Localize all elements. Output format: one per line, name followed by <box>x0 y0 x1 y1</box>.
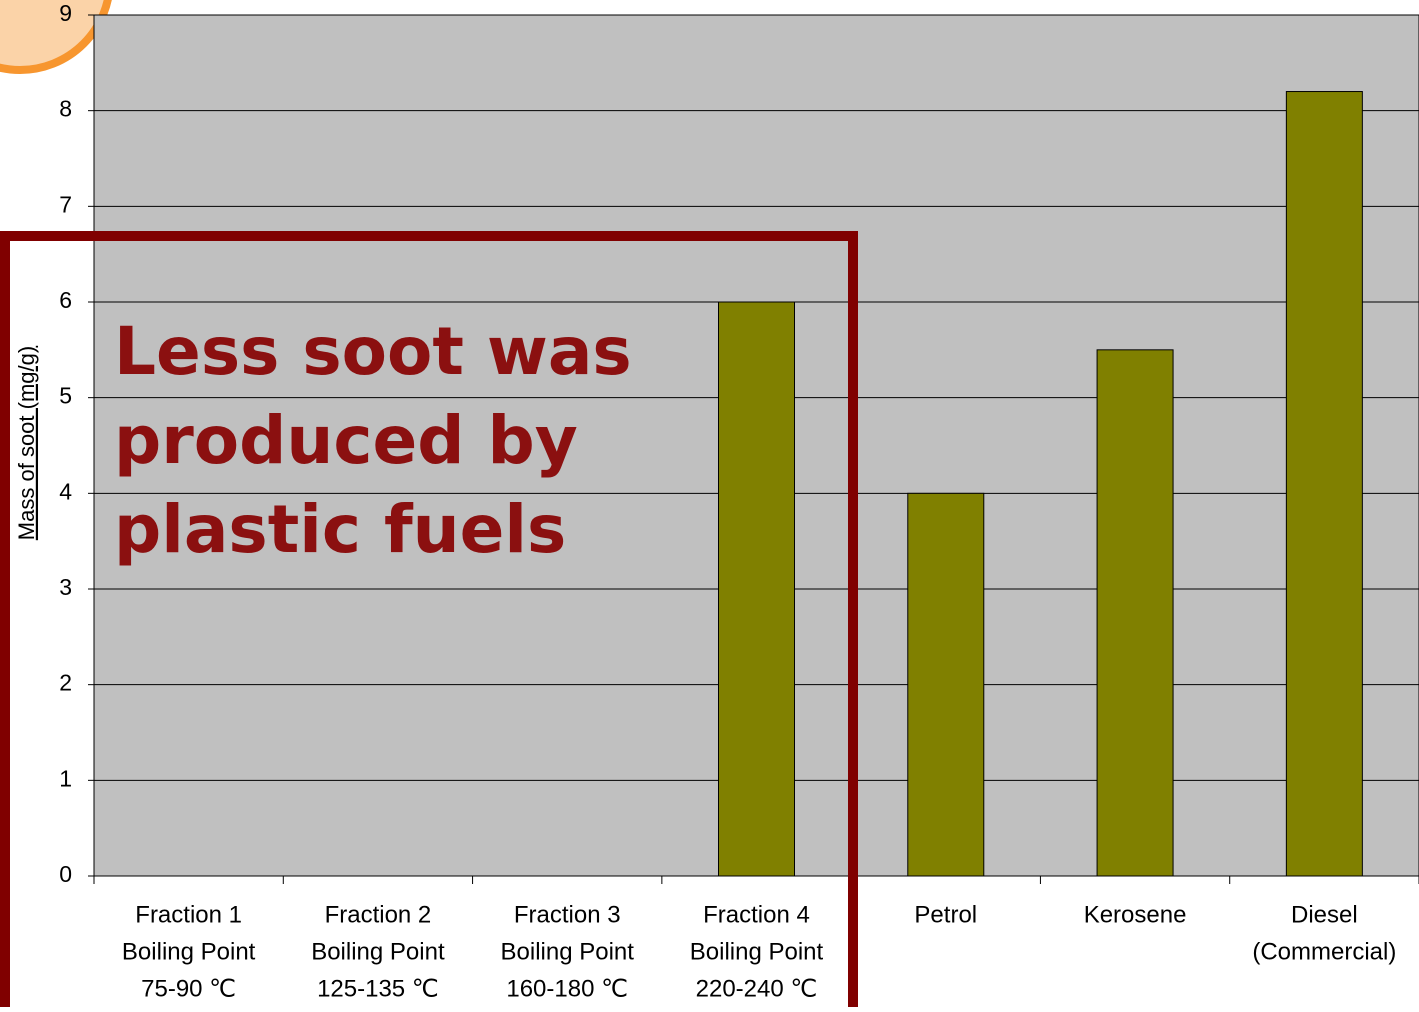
y-tick-label: 4 <box>59 478 72 504</box>
bar <box>907 492 985 877</box>
y-tick-label: 3 <box>59 574 72 600</box>
x-tick-label: Fraction 3 <box>514 901 621 928</box>
x-tick-label: Boiling Point <box>311 938 445 965</box>
x-tick-label: 75-90 ℃ <box>141 975 236 1002</box>
x-tick-label: Boiling Point <box>501 938 635 965</box>
x-tick-label: Boiling Point <box>690 938 824 965</box>
x-tick-label: (Commercial) <box>1252 938 1396 965</box>
y-tick-label: 5 <box>59 383 72 409</box>
bar <box>1285 91 1363 877</box>
x-tick-label: 220-240 ℃ <box>696 975 818 1002</box>
y-tick-label: 2 <box>59 670 72 696</box>
x-tick-label: Fraction 4 <box>703 901 810 928</box>
y-tick-label: 0 <box>59 861 72 887</box>
annotation: Less soot was <box>114 313 632 390</box>
x-tick-label: Boiling Point <box>122 938 256 965</box>
x-tick-label: Petrol <box>914 901 977 928</box>
y-tick-label: 1 <box>59 765 72 791</box>
bar <box>718 301 795 877</box>
decoration <box>0 0 112 74</box>
y-tick-label: 8 <box>59 96 72 122</box>
x-tick-label: Fraction 2 <box>325 901 432 928</box>
x-tick-label: 160-180 ℃ <box>506 975 628 1002</box>
y-axis-label: Mass of soot (mg/g) <box>14 346 39 540</box>
annotation: produced by <box>114 402 578 479</box>
highlight-box <box>0 231 858 1012</box>
y-tick-label: 7 <box>59 191 72 217</box>
x-tick-label: Fraction 1 <box>135 901 242 928</box>
y-tick-label: 6 <box>59 287 72 313</box>
x-tick-label: 125-135 ℃ <box>317 975 439 1002</box>
bar <box>1096 349 1174 877</box>
x-tick-label: Diesel <box>1291 901 1358 928</box>
y-tick-label: 9 <box>59 0 72 26</box>
annotation: plastic fuels <box>114 491 566 568</box>
x-tick-label: Kerosene <box>1084 901 1187 928</box>
